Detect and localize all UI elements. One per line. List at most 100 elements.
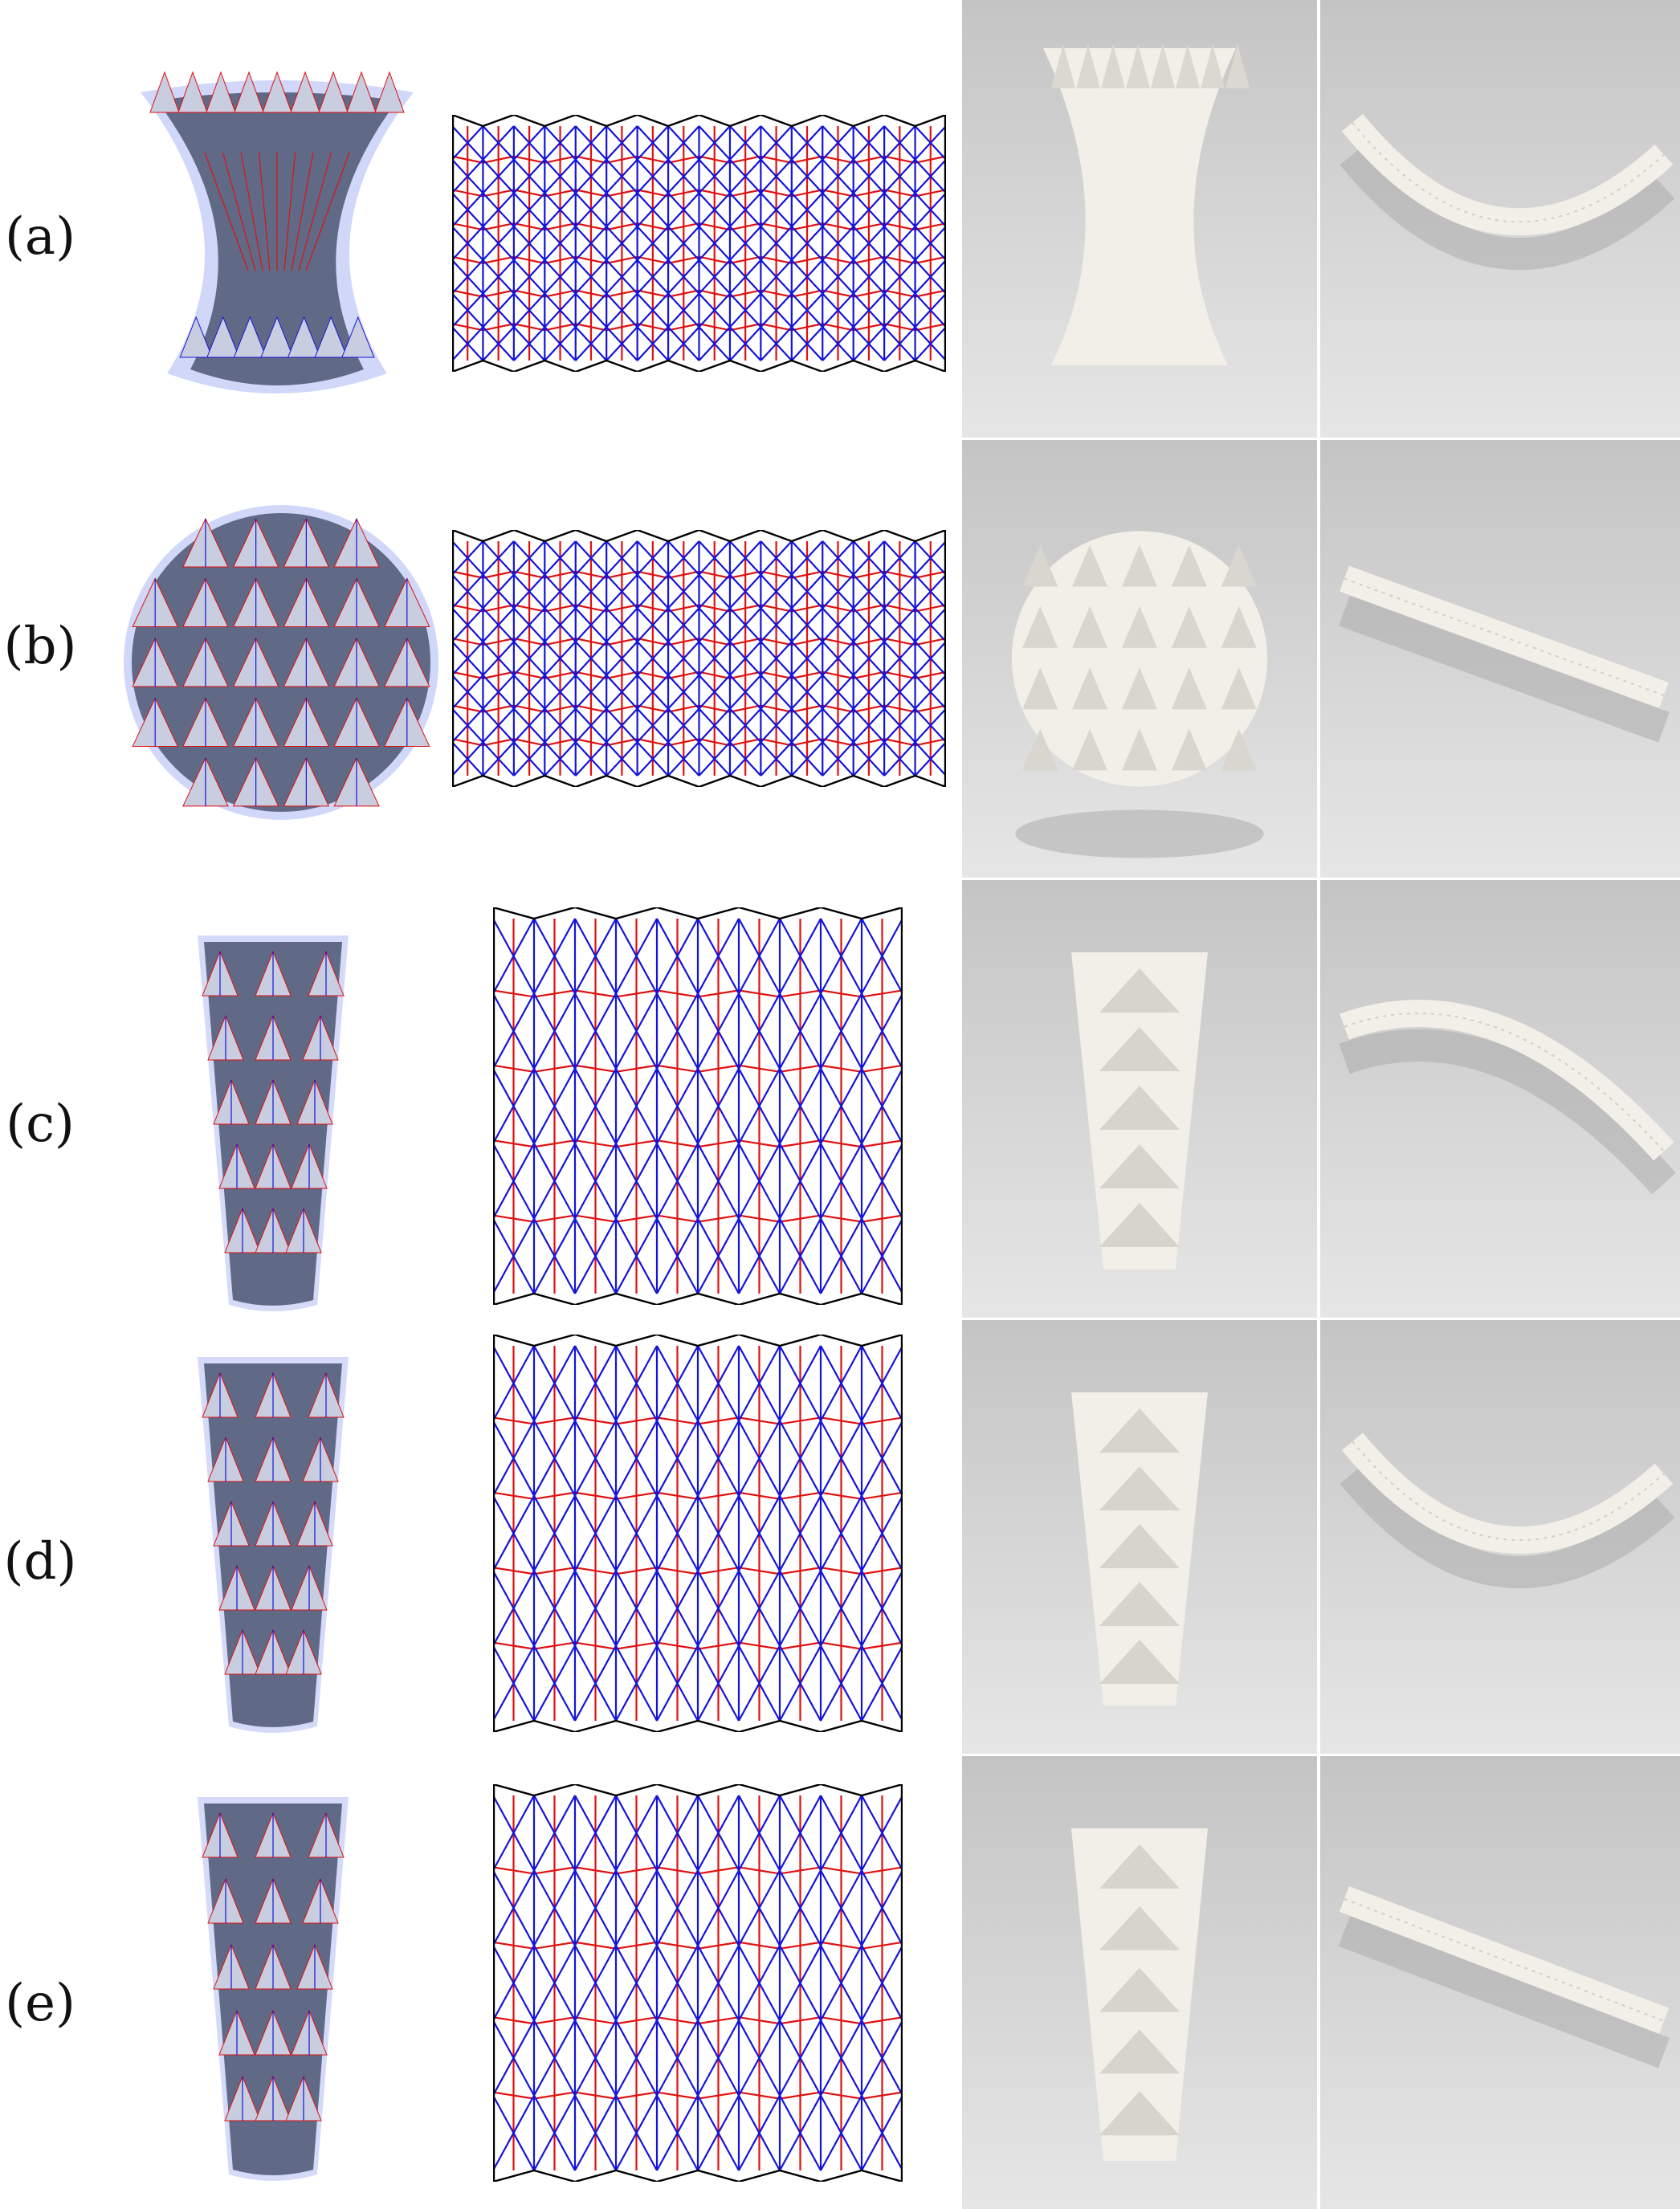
valley-fold-cell: [493, 1068, 535, 1144]
valley-fold-cell: [778, 1420, 822, 1497]
facet: [177, 71, 208, 113]
valley-fold-cell: [822, 540, 854, 576]
valley-fold-cell: [532, 1869, 576, 1946]
valley-fold-cell: [860, 1345, 903, 1421]
valley-fold-cell: [819, 1945, 862, 2021]
valley-fold-cell: [698, 226, 731, 261]
valley-fold-cell: [790, 707, 824, 744]
valley-fold-cell: [728, 326, 762, 361]
valley-fold-cell: [574, 226, 607, 261]
valley-fold-cell: [574, 259, 607, 295]
crease-pattern-svg-d: [493, 1335, 903, 1732]
valley-fold-cell: [778, 992, 822, 1070]
valley-fold-cell: [860, 1143, 903, 1220]
valley-fold-cell: [667, 607, 700, 642]
valley-fold-cell: [482, 641, 515, 676]
valley-fold-cell: [512, 192, 546, 227]
photo-folded-svg-b: [962, 440, 1317, 878]
valley-fold-cell: [573, 2019, 617, 2097]
photo-flattened-c: [1320, 880, 1680, 1318]
valley-fold-cell: [822, 741, 854, 776]
valley-fold-cell: [667, 125, 700, 161]
photo-flattened-b: [1320, 440, 1680, 878]
valley-fold-cell: [614, 1218, 658, 1294]
photo-flattened-e: [1320, 1756, 1680, 2209]
valley-fold-cell: [822, 292, 854, 328]
photo-folded-svg-c: [962, 880, 1317, 1318]
valley-fold-cell: [636, 125, 669, 161]
valley-fold-cell: [737, 1495, 781, 1571]
valley-fold-cell: [860, 1645, 903, 1722]
crease-pattern-svg-c: [493, 907, 903, 1305]
valley-fold-cell: [860, 1218, 903, 1294]
valley-fold-cell: [452, 259, 484, 295]
valley-fold-cell: [883, 540, 916, 576]
valley-fold-cell: [512, 707, 546, 744]
valley-fold-cell: [493, 992, 535, 1070]
valley-fold-cell: [482, 707, 515, 744]
valley-fold-cell: [573, 1869, 617, 1946]
folded-model-a: [133, 68, 422, 406]
crease-pattern-c: [493, 907, 903, 1305]
valley-fold-cell: [790, 292, 824, 328]
valley-fold-cell: [655, 1945, 699, 2021]
valley-fold-cell: [544, 641, 577, 676]
valley-fold-cell: [860, 992, 903, 1070]
valley-fold-cell: [819, 1143, 862, 1220]
valley-fold-cell: [493, 1570, 535, 1647]
valley-fold-cell: [636, 326, 669, 361]
valley-fold-cell: [636, 675, 669, 710]
valley-fold-cell: [544, 292, 577, 328]
valley-fold-cell: [452, 641, 484, 676]
valley-fold-cell: [667, 573, 700, 609]
valley-fold-cell: [606, 292, 638, 328]
valley-fold-cell: [636, 192, 669, 227]
photo-flattened-svg-c: [1320, 880, 1680, 1318]
valley-fold-cell: [696, 1495, 740, 1571]
valley-fold-cell: [667, 675, 700, 710]
crease-pattern-d: [493, 1335, 903, 1732]
valley-fold-cell: [452, 707, 484, 744]
valley-fold-cell: [493, 1143, 535, 1220]
valley-fold-cell: [778, 2095, 822, 2171]
valley-fold-cell: [698, 741, 731, 776]
valley-fold-cell: [760, 192, 793, 227]
valley-fold-cell: [655, 1869, 699, 1946]
valley-fold-cell: [698, 292, 731, 328]
crease-pattern-e: [493, 1784, 903, 2182]
valley-fold-cell: [636, 158, 669, 194]
valley-fold-cell: [532, 1420, 576, 1497]
valley-fold-cell: [667, 292, 700, 328]
valley-fold-cell: [914, 226, 946, 261]
valley-fold-cell: [452, 226, 484, 261]
valley-fold-cell: [573, 2095, 617, 2171]
valley-fold-cell: [760, 675, 793, 710]
valley-fold-cell: [883, 675, 916, 710]
panel-label-a: (a): [4, 207, 76, 267]
valley-fold-cell: [728, 292, 762, 328]
valley-fold-cell: [482, 326, 515, 361]
valley-fold-cell: [698, 573, 731, 609]
valley-fold-cell: [696, 2019, 740, 2097]
panel-label-b: (b): [3, 617, 77, 676]
valley-fold-cell: [860, 2095, 903, 2171]
valley-fold-cell: [512, 158, 546, 194]
valley-fold-cell: [452, 573, 484, 609]
valley-fold-cell: [728, 707, 762, 744]
valley-fold-cell: [790, 192, 824, 227]
valley-fold-cell: [790, 540, 824, 576]
valley-fold-cell: [655, 2019, 699, 2097]
valley-fold-cell: [532, 1218, 576, 1294]
valley-fold-cell: [852, 226, 885, 261]
valley-fold-cell: [883, 641, 916, 676]
valley-fold-cell: [614, 1795, 658, 1871]
pattern-boundary-bottom: [493, 1292, 903, 1305]
valley-fold-cell: [667, 741, 700, 776]
valley-fold-cell: [655, 1218, 699, 1294]
valley-fold-cell: [452, 125, 484, 161]
valley-fold-cell: [822, 326, 854, 361]
valley-fold-cell: [860, 2019, 903, 2097]
valley-fold-cell: [493, 2095, 535, 2171]
folded-model-e: [193, 1789, 353, 2183]
valley-fold-cell: [614, 1143, 658, 1220]
